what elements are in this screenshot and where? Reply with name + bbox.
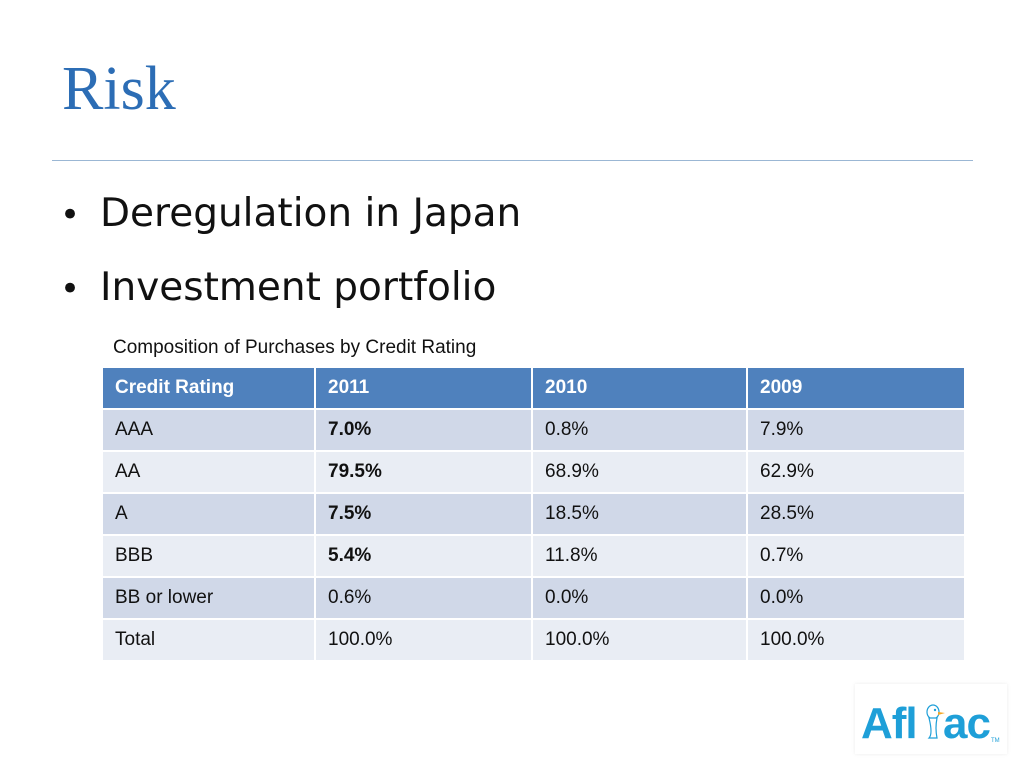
value-cell-2010: 0.8% bbox=[531, 408, 748, 452]
value-cell-2011: 0.6% bbox=[314, 576, 533, 620]
table-row: AAA 7.0% 0.8% 7.9% bbox=[101, 408, 966, 452]
column-header-2011: 2011 bbox=[314, 366, 533, 410]
value-cell-2010: 68.9% bbox=[531, 450, 748, 494]
table-row: A 7.5% 18.5% 28.5% bbox=[101, 492, 966, 536]
value-cell-2011: 79.5% bbox=[314, 450, 533, 494]
duck-icon bbox=[926, 704, 945, 739]
value-cell-2009: 100.0% bbox=[746, 618, 966, 662]
column-header-credit-rating: Credit Rating bbox=[101, 366, 316, 410]
rating-cell: A bbox=[101, 492, 316, 536]
value-cell-2011: 100.0% bbox=[314, 618, 533, 662]
table-header-row: Credit Rating 2011 2010 2009 bbox=[101, 366, 966, 410]
bullet-item: • Deregulation in Japan bbox=[60, 188, 521, 262]
logo-wordmark-end: ac bbox=[943, 699, 990, 748]
value-cell-2009: 7.9% bbox=[746, 408, 966, 452]
rating-cell: BB or lower bbox=[101, 576, 316, 620]
value-cell-2010: 0.0% bbox=[531, 576, 748, 620]
table-row: AA 79.5% 68.9% 62.9% bbox=[101, 450, 966, 494]
value-cell-2009: 0.7% bbox=[746, 534, 966, 578]
value-cell-2011: 7.0% bbox=[314, 408, 533, 452]
table-row: BB or lower 0.6% 0.0% 0.0% bbox=[101, 576, 966, 620]
logo-wordmark: Afl bbox=[861, 699, 917, 748]
value-cell-2009: 62.9% bbox=[746, 450, 966, 494]
value-cell-2010: 18.5% bbox=[531, 492, 748, 536]
credit-rating-table: Credit Rating 2011 2010 2009 AAA 7.0% 0.… bbox=[101, 366, 966, 662]
bullet-text: Investment portfolio bbox=[100, 265, 497, 310]
column-header-2010: 2010 bbox=[531, 366, 748, 410]
rating-cell: AAA bbox=[101, 408, 316, 452]
rating-cell: AA bbox=[101, 450, 316, 494]
aflac-duck-logo-icon: Afl ac TM bbox=[861, 699, 1000, 748]
value-cell-2011: 7.5% bbox=[314, 492, 533, 536]
table-caption: Composition of Purchases by Credit Ratin… bbox=[113, 337, 477, 358]
aflac-logo: Afl ac TM bbox=[855, 684, 1007, 754]
bullet-dot-icon: • bbox=[60, 269, 81, 309]
table-row: BBB 5.4% 11.8% 0.7% bbox=[101, 534, 966, 578]
logo-trademark: TM bbox=[991, 738, 1000, 744]
bullet-dot-icon: • bbox=[60, 195, 81, 235]
value-cell-2009: 0.0% bbox=[746, 576, 966, 620]
value-cell-2011: 5.4% bbox=[314, 534, 533, 578]
bullet-text: Deregulation in Japan bbox=[100, 191, 522, 236]
column-header-2009: 2009 bbox=[746, 366, 966, 410]
table-row: Total 100.0% 100.0% 100.0% bbox=[101, 618, 966, 662]
value-cell-2010: 11.8% bbox=[531, 534, 748, 578]
rating-cell: Total bbox=[101, 618, 316, 662]
title-divider bbox=[52, 160, 973, 161]
rating-cell: BBB bbox=[101, 534, 316, 578]
value-cell-2009: 28.5% bbox=[746, 492, 966, 536]
bullet-list: • Deregulation in Japan • Investment portf… bbox=[60, 188, 521, 336]
value-cell-2010: 100.0% bbox=[531, 618, 748, 662]
slide-title: Risk bbox=[62, 55, 176, 123]
bullet-item: • Investment portfolio bbox=[60, 262, 521, 336]
